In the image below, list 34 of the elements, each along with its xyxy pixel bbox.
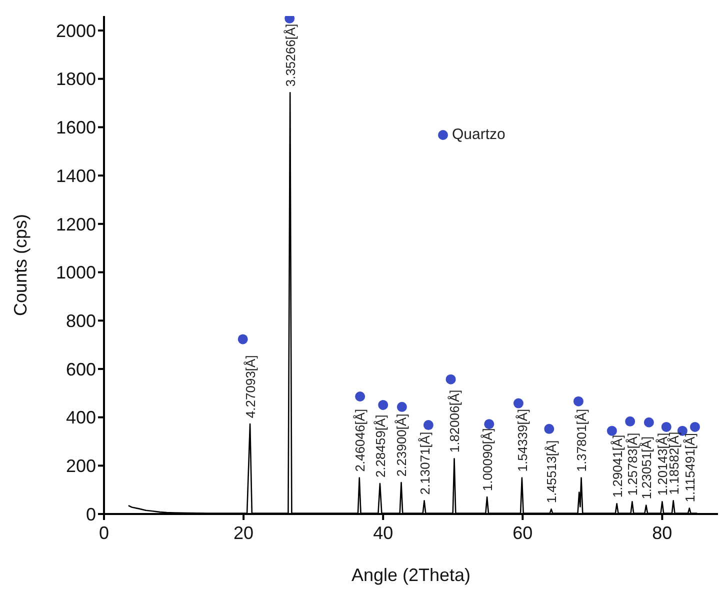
annotation: 3.35266[Å] xyxy=(283,24,298,87)
annotation: 1.45513[Å] xyxy=(544,440,560,504)
annotation: 2.23900[Å] xyxy=(394,414,410,477)
y-tick-label: 600 xyxy=(66,359,96,380)
x-tick-label: 0 xyxy=(98,522,110,543)
y-tick-label: 800 xyxy=(66,310,96,331)
y-tick-label: 1600 xyxy=(56,118,96,138)
annotation: 1.54339[Å] xyxy=(514,408,530,472)
y-tick-label: 1000 xyxy=(56,262,96,283)
annotation: 1.29041[Å] xyxy=(610,434,625,498)
x-tick-label: 40 xyxy=(373,522,394,543)
annotation: 1.25783[Å] xyxy=(625,432,640,496)
y-tick-label: 400 xyxy=(66,408,96,428)
y-tick-label: 2000 xyxy=(56,20,96,41)
annotation: 2.13071[Å] xyxy=(417,432,432,495)
legend-label: Quartzo xyxy=(452,126,506,143)
annotation: 1.23051[Å] xyxy=(639,436,654,500)
y-tick-label: 1800 xyxy=(56,69,96,90)
annotation: 1.115491[Å] xyxy=(682,433,698,502)
annotation: 2.46046[Å] xyxy=(352,408,368,472)
annotation: 1.00090[Å] xyxy=(480,428,496,492)
y-axis-title: Counts (cps) xyxy=(10,214,30,316)
y-tick-label: 200 xyxy=(66,456,96,476)
annotation: 2.28459[Å] xyxy=(372,414,388,478)
y-tick-label: 0 xyxy=(86,504,96,524)
y-tick-label: 1200 xyxy=(56,214,96,234)
x-tick-label: 80 xyxy=(652,522,672,543)
x-tick-label: 60 xyxy=(512,522,533,543)
annotation: 4.27093[Å] xyxy=(243,355,258,418)
annotation: 1.37801[Å] xyxy=(574,408,590,472)
x-axis-title: Angle (2Theta) xyxy=(351,565,471,585)
y-tick-label: 1400 xyxy=(56,166,96,186)
annotation: 1.82006[Å] xyxy=(447,390,462,453)
x-tick-label: 20 xyxy=(234,522,254,543)
